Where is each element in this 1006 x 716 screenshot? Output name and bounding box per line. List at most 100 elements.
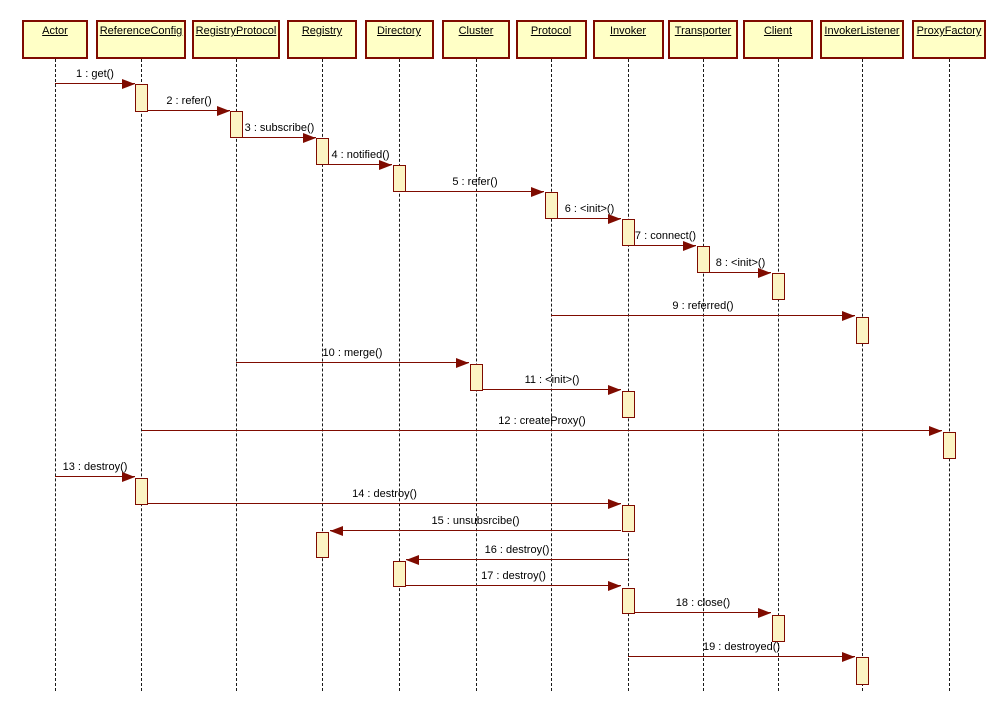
message-line	[236, 362, 469, 363]
activation-bar	[392, 165, 406, 192]
message-label: 13 : destroy()	[62, 461, 128, 473]
message-arrowhead	[456, 358, 469, 368]
participant-label: Client	[763, 25, 793, 37]
lifeline	[322, 59, 323, 691]
message-label: 7 : connect()	[634, 230, 697, 242]
message-arrowhead	[330, 526, 343, 536]
participant-label: Invoker	[609, 25, 647, 37]
message-line	[551, 315, 855, 316]
message-label: 9 : referred()	[672, 300, 734, 312]
message-line	[628, 656, 855, 657]
lifeline	[551, 59, 552, 691]
participant-label: Cluster	[458, 25, 494, 37]
message-arrowhead	[842, 311, 855, 321]
message-line	[406, 585, 621, 586]
activation-bar	[469, 364, 483, 391]
message-line	[483, 389, 621, 390]
message-arrowhead	[608, 499, 621, 509]
activation-bar	[134, 84, 148, 112]
message-line	[148, 503, 621, 504]
lifeline	[236, 59, 237, 691]
lifeline	[399, 59, 400, 691]
message-line	[635, 612, 771, 613]
participant-box: RegistryProtocol	[192, 20, 280, 59]
participant-label: ProxyFactory	[916, 25, 982, 37]
message-arrowhead	[379, 160, 392, 170]
participant-label: Directory	[376, 25, 421, 37]
activation-bar	[621, 219, 635, 246]
activation-bar	[621, 588, 635, 614]
message-label: 15 : unsubsrcibe()	[431, 515, 520, 527]
message-label: 19 : destroyed()	[702, 641, 781, 653]
message-label: 10 : merge()	[322, 347, 383, 359]
activation-bar	[942, 432, 956, 459]
message-label: 11 : <init>()	[524, 374, 580, 386]
participant-box: Cluster	[442, 20, 510, 59]
activation-bar	[134, 478, 148, 505]
lifeline	[628, 59, 629, 691]
lifeline	[778, 59, 779, 691]
participant-box: Invoker	[592, 20, 664, 59]
message-line	[635, 245, 696, 246]
activation-bar	[544, 192, 558, 219]
participant-label: Actor	[42, 25, 68, 37]
message-arrowhead	[608, 385, 621, 395]
lifeline	[949, 59, 950, 691]
message-line	[406, 191, 544, 192]
message-label: 18 : close()	[675, 597, 731, 609]
message-line	[55, 476, 135, 477]
activation-bar	[771, 615, 785, 642]
message-arrowhead	[929, 426, 942, 436]
participant-label: RegistryProtocol	[195, 25, 277, 37]
message-arrowhead	[608, 581, 621, 591]
message-arrowhead	[531, 187, 544, 197]
participant-label: Transporter	[674, 25, 732, 37]
message-line	[243, 137, 316, 138]
activation-bar	[855, 657, 869, 685]
message-line	[558, 218, 621, 219]
message-arrowhead	[842, 652, 855, 662]
activation-bar	[229, 111, 243, 138]
lifeline	[55, 59, 56, 691]
message-line	[710, 272, 771, 273]
message-label: 6 : <init>()	[564, 203, 615, 215]
message-label: 1 : get()	[76, 68, 114, 80]
message-label: 12 : createProxy()	[498, 415, 586, 427]
message-label: 8 : <init>()	[715, 257, 766, 269]
participant-box: Registry	[287, 20, 357, 59]
message-label: 5 : refer()	[452, 176, 498, 188]
lifeline	[703, 59, 704, 691]
participant-label: InvokerListener	[824, 25, 900, 37]
message-line	[406, 559, 628, 560]
message-label: 16 : destroy()	[484, 544, 550, 556]
participant-box: Transporter	[668, 20, 738, 59]
message-label: 17 : destroy()	[481, 570, 546, 582]
message-arrowhead	[758, 608, 771, 618]
participant-box: Client	[743, 20, 813, 59]
participant-label: Registry	[301, 25, 343, 37]
message-arrowhead	[217, 106, 230, 116]
message-arrowhead	[122, 472, 135, 482]
message-arrowhead	[303, 133, 316, 143]
participant-label: ReferenceConfig	[99, 25, 183, 37]
participant-box: Actor	[22, 20, 88, 59]
message-line	[330, 530, 621, 531]
activation-bar	[621, 391, 635, 418]
message-arrowhead	[758, 268, 771, 278]
message-arrowhead	[406, 555, 419, 565]
participant-box: Protocol	[515, 20, 587, 59]
participant-box: InvokerListener	[820, 20, 904, 59]
message-label: 4 : notified()	[331, 149, 390, 161]
lifeline	[141, 59, 142, 691]
message-line	[329, 164, 392, 165]
participant-box: ProxyFactory	[912, 20, 986, 59]
activation-bar	[621, 505, 635, 532]
participant-label: Protocol	[530, 25, 572, 37]
message-label: 2 : refer()	[166, 95, 212, 107]
message-line	[142, 430, 942, 431]
activation-bar	[315, 138, 329, 165]
lifeline	[862, 59, 863, 691]
message-arrowhead	[608, 214, 621, 224]
activation-bar	[696, 246, 710, 273]
